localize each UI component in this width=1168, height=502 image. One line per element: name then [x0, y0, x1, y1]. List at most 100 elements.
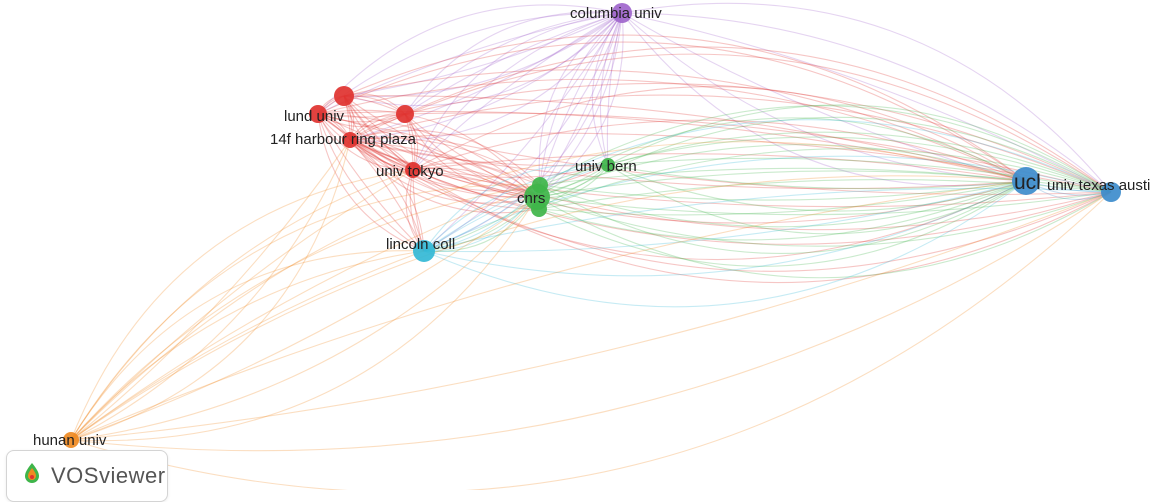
link-lund-cnrs	[317, 113, 538, 198]
link-r_a-cnrs	[343, 95, 538, 198]
label-tokyo[interactable]: univ tokyo	[376, 163, 444, 180]
link-harbour-lincoln	[349, 139, 425, 252]
link-harbour-g_b	[349, 139, 540, 214]
link-lund-lincoln	[317, 113, 425, 252]
link-columbia-tokyo	[412, 12, 623, 171]
link-g_b-texas	[538, 116, 1112, 210]
link-harbour-cnrs	[349, 139, 538, 198]
link-harbour-g_b	[349, 139, 540, 210]
link-columbia-harbour	[349, 12, 623, 141]
label-lund[interactable]: lund univ	[284, 108, 345, 125]
link-hunan-harbour	[70, 139, 351, 441]
link-cnrs-texas	[536, 191, 1112, 279]
link-hunan-lincoln	[70, 250, 425, 441]
label-ucl[interactable]: ucl	[1014, 171, 1041, 194]
link-columbia-lincoln	[423, 12, 623, 252]
link-hunan-harbour	[70, 139, 351, 441]
link-columbia-g_a	[539, 12, 623, 186]
link-g_a-texas	[539, 105, 1112, 193]
link-hunan-tokyo	[70, 169, 414, 441]
link-columbia-r_b	[404, 12, 623, 115]
node-ucl[interactable]	[1012, 167, 1040, 195]
link-tokyo-r_a	[343, 95, 414, 171]
node-texas[interactable]	[1101, 182, 1121, 202]
link-g_a-ucl	[539, 180, 1027, 201]
link-columbia-r_a	[343, 12, 623, 97]
label-texas[interactable]: univ texas austi	[1047, 177, 1150, 194]
link-lund-ucl	[317, 110, 1027, 182]
link-tokyo-cnrs	[412, 167, 538, 198]
link-lincoln-texas	[423, 187, 1112, 252]
link-tokyo-ucl	[412, 153, 1027, 182]
link-hunan-g_a	[70, 184, 541, 441]
node-g_a[interactable]	[532, 177, 548, 193]
link-columbia-lincoln	[423, 12, 623, 252]
link-lund-cnrs	[317, 109, 538, 198]
link-lund-tokyo	[317, 113, 414, 171]
link-hunan-cnrs	[70, 196, 538, 441]
node-hunan[interactable]	[63, 432, 79, 448]
link-harbour-g_a	[349, 137, 541, 186]
link-r_a-cnrs	[343, 95, 538, 198]
link-columbia-lund	[317, 12, 623, 115]
link-hunan-lincoln	[70, 250, 425, 441]
label-harbour[interactable]: 14f harbour ring plaza	[270, 131, 417, 148]
link-columbia-texas	[621, 2, 1112, 193]
link-r_a-ucl	[343, 34, 1027, 182]
link-g_b-ucl	[538, 180, 1027, 216]
link-r_b-cnrs	[404, 113, 538, 198]
link-lincoln-ucl	[423, 180, 1027, 277]
node-columbia[interactable]	[612, 3, 632, 23]
node-g_b[interactable]	[531, 201, 547, 217]
link-tokyo-ucl	[412, 85, 1027, 182]
link-harbour-g_a	[349, 129, 541, 186]
label-bern[interactable]: univ bern	[575, 158, 637, 175]
link-columbia-lincoln	[423, 12, 623, 252]
link-lincoln-ucl	[423, 180, 1027, 253]
link-bern-texas	[607, 131, 1112, 193]
link-tokyo-texas	[412, 169, 1112, 208]
link-columbia-cnrs	[536, 12, 623, 198]
node-r_b[interactable]	[396, 105, 414, 123]
node-lincoln[interactable]	[413, 240, 435, 262]
link-r_a-ucl	[343, 95, 1027, 182]
node-lund[interactable]	[309, 105, 327, 123]
node-r_a[interactable]	[334, 86, 354, 106]
link-columbia-g_a	[539, 12, 623, 186]
link-tokyo-ucl	[412, 119, 1027, 182]
link-harbour-texas	[349, 94, 1112, 193]
link-harbour-ucl	[349, 139, 1027, 224]
link-harbour-bern	[349, 139, 609, 167]
link-harbour-ucl	[349, 139, 1027, 190]
vosviewer-logo[interactable]: VOSviewer	[6, 450, 168, 502]
link-hunan-lincoln	[70, 250, 425, 441]
label-hunan[interactable]: hunan univ	[33, 432, 107, 449]
network-map[interactable]: columbia univ lund univ 14f harbour ring p…	[0, 0, 1168, 490]
link-columbia-texas	[621, 12, 1112, 193]
link-columbia-texas	[621, 12, 1112, 193]
label-cnrs[interactable]: cnrs	[517, 190, 545, 207]
link-harbour-texas	[349, 132, 1112, 193]
node-bern[interactable]	[601, 158, 615, 172]
label-columbia[interactable]: columbia univ	[570, 5, 662, 22]
link-hunan-g_a	[70, 184, 541, 441]
link-bern-ucl	[607, 164, 1027, 190]
links-layer	[70, 2, 1112, 490]
link-tokyo-cnrs	[412, 162, 538, 198]
node-harbour[interactable]	[342, 132, 358, 148]
link-columbia-lund	[317, 12, 623, 115]
link-harbour-lincoln	[349, 139, 425, 252]
link-hunan-ucl	[70, 175, 1027, 441]
link-columbia-bern	[599, 12, 623, 166]
link-columbia-g_a	[538, 12, 623, 186]
link-bern-texas	[607, 157, 1112, 193]
link-hunan-texas	[70, 191, 1112, 441]
link-r_b-texas	[404, 112, 1112, 193]
node-tokyo[interactable]	[405, 162, 421, 178]
link-hunan-texas	[70, 191, 1112, 452]
link-lincoln-texas	[423, 155, 1112, 252]
link-columbia-cnrs	[536, 12, 624, 198]
label-lincoln[interactable]: lincoln coll	[386, 236, 455, 253]
link-columbia-ucl	[621, 12, 1027, 182]
link-harbour-ucl	[349, 139, 1027, 261]
